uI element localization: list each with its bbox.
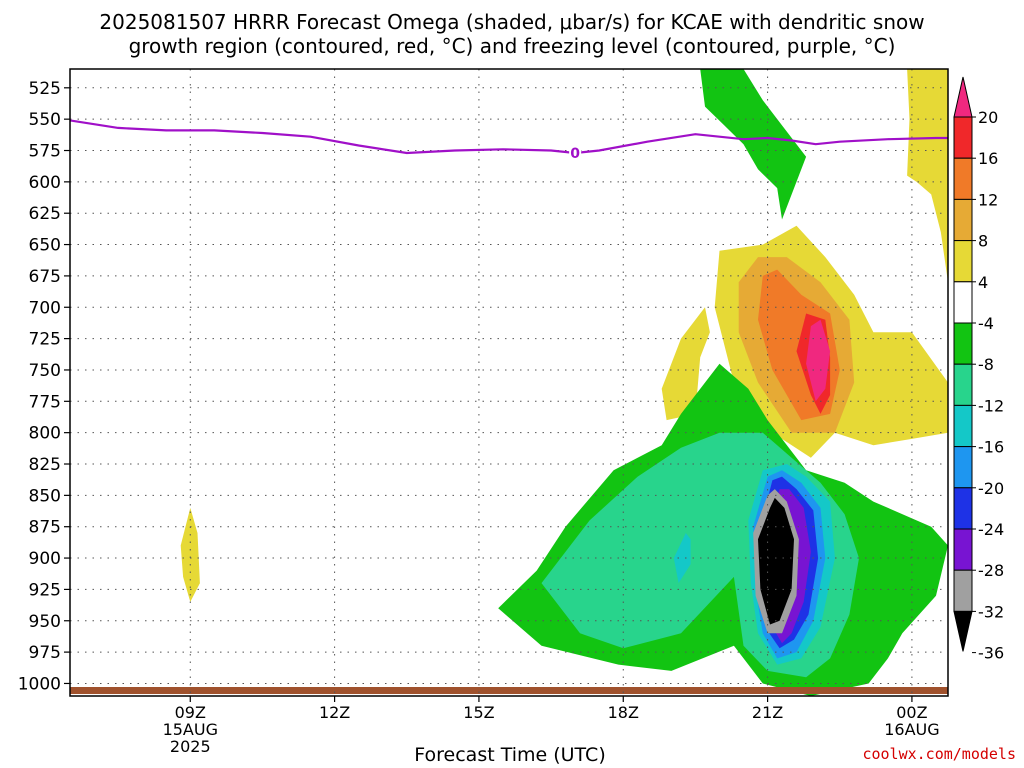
- colorbar-label: -16: [978, 438, 1004, 457]
- colorbar-swatch: [953, 198, 973, 242]
- y-tick-label: 975: [29, 643, 61, 663]
- colorbar-swatch: [953, 116, 973, 159]
- y-tick-label: 875: [29, 518, 61, 538]
- colorbar-swatch: [953, 404, 973, 448]
- omega-region-8: [700, 69, 807, 220]
- y-tick-label: 650: [29, 236, 61, 256]
- y-tick-label: 1000: [18, 674, 61, 694]
- y-tick-label: 525: [29, 79, 61, 99]
- colorbar-bottom-arrow: [953, 610, 973, 652]
- x-tick-label: 15AUG: [163, 720, 218, 739]
- freezing-level-line: [70, 119, 948, 155]
- freezing-level-label: 0: [570, 146, 580, 162]
- colorbar-top-arrow: [953, 76, 973, 118]
- colorbar-label: 4: [978, 273, 988, 292]
- colorbar-label: -20: [978, 479, 1004, 498]
- colorbar-label: 20: [978, 108, 998, 127]
- colorbar-swatch: [953, 322, 973, 365]
- x-tick-label: 15Z: [463, 703, 494, 722]
- x-tick-label: 09Z: [175, 703, 206, 722]
- x-tick-label: 16AUG: [884, 720, 939, 739]
- y-tick-label: 850: [29, 486, 61, 506]
- colorbar-swatch: [953, 487, 973, 530]
- y-tick-label: 600: [29, 173, 61, 193]
- x-tick-label: 2025: [170, 737, 211, 756]
- colorbar-swatch: [953, 281, 973, 324]
- y-tick-label: 825: [29, 455, 61, 475]
- colorbar-label: -36: [978, 644, 1004, 663]
- y-tick-label: 700: [29, 298, 61, 318]
- freezing-level-label-bg: [569, 144, 582, 161]
- y-tick-label: 575: [29, 142, 61, 162]
- colorbar-swatch: [953, 363, 973, 406]
- x-tick-label: 18Z: [608, 703, 639, 722]
- y-tick-label: 725: [29, 330, 61, 350]
- omega-region-7: [806, 319, 831, 402]
- omega-region-17: [758, 497, 794, 625]
- colorbar-label: 12: [978, 190, 998, 209]
- colorbar-swatch: [953, 569, 973, 612]
- y-tick-label: 675: [29, 267, 61, 287]
- y-tick-label: 750: [29, 361, 61, 381]
- colorbar-swatch: [953, 528, 973, 571]
- colorbar-label: 16: [978, 149, 998, 168]
- x-axis-label: Forecast Time (UTC): [414, 744, 606, 766]
- plot-frame: [69, 68, 949, 697]
- x-tick-label: 00Z: [896, 703, 927, 722]
- colorbar-label: -32: [978, 602, 1004, 621]
- y-tick-label: 925: [29, 580, 61, 600]
- colorbar-label: -12: [978, 396, 1004, 415]
- colorbar-label: -24: [978, 520, 1004, 539]
- y-tick-label: 900: [29, 549, 61, 569]
- chart-title-line-1: 2025081507 HRRR Forecast Omega (shaded, …: [99, 10, 925, 34]
- omega-region-1: [661, 307, 710, 421]
- colorbar-label: -28: [978, 561, 1004, 580]
- omega-region-12: [673, 533, 691, 584]
- y-tick-label: 800: [29, 424, 61, 444]
- colorbar-swatch: [953, 446, 973, 489]
- terrain-band: [70, 687, 948, 694]
- chart-title-line-2: growth region (contoured, red, °C) and f…: [128, 34, 896, 58]
- x-tick-label: 12Z: [319, 703, 350, 722]
- y-tick-label: 625: [29, 204, 61, 224]
- colorbar-label: -4: [978, 314, 994, 333]
- y-tick-label: 550: [29, 110, 61, 130]
- omega-region-0: [907, 69, 948, 283]
- colorbar-label: -8: [978, 355, 994, 374]
- y-tick-label: 950: [29, 612, 61, 632]
- colorbar-swatch: [953, 240, 973, 283]
- colorbar-swatch: [953, 157, 973, 200]
- omega-region-2: [180, 507, 200, 602]
- source-credit: coolwx.com/models: [862, 745, 1016, 763]
- y-tick-label: 775: [29, 392, 61, 412]
- colorbar-label: 8: [978, 232, 988, 251]
- x-tick-label: 21Z: [752, 703, 783, 722]
